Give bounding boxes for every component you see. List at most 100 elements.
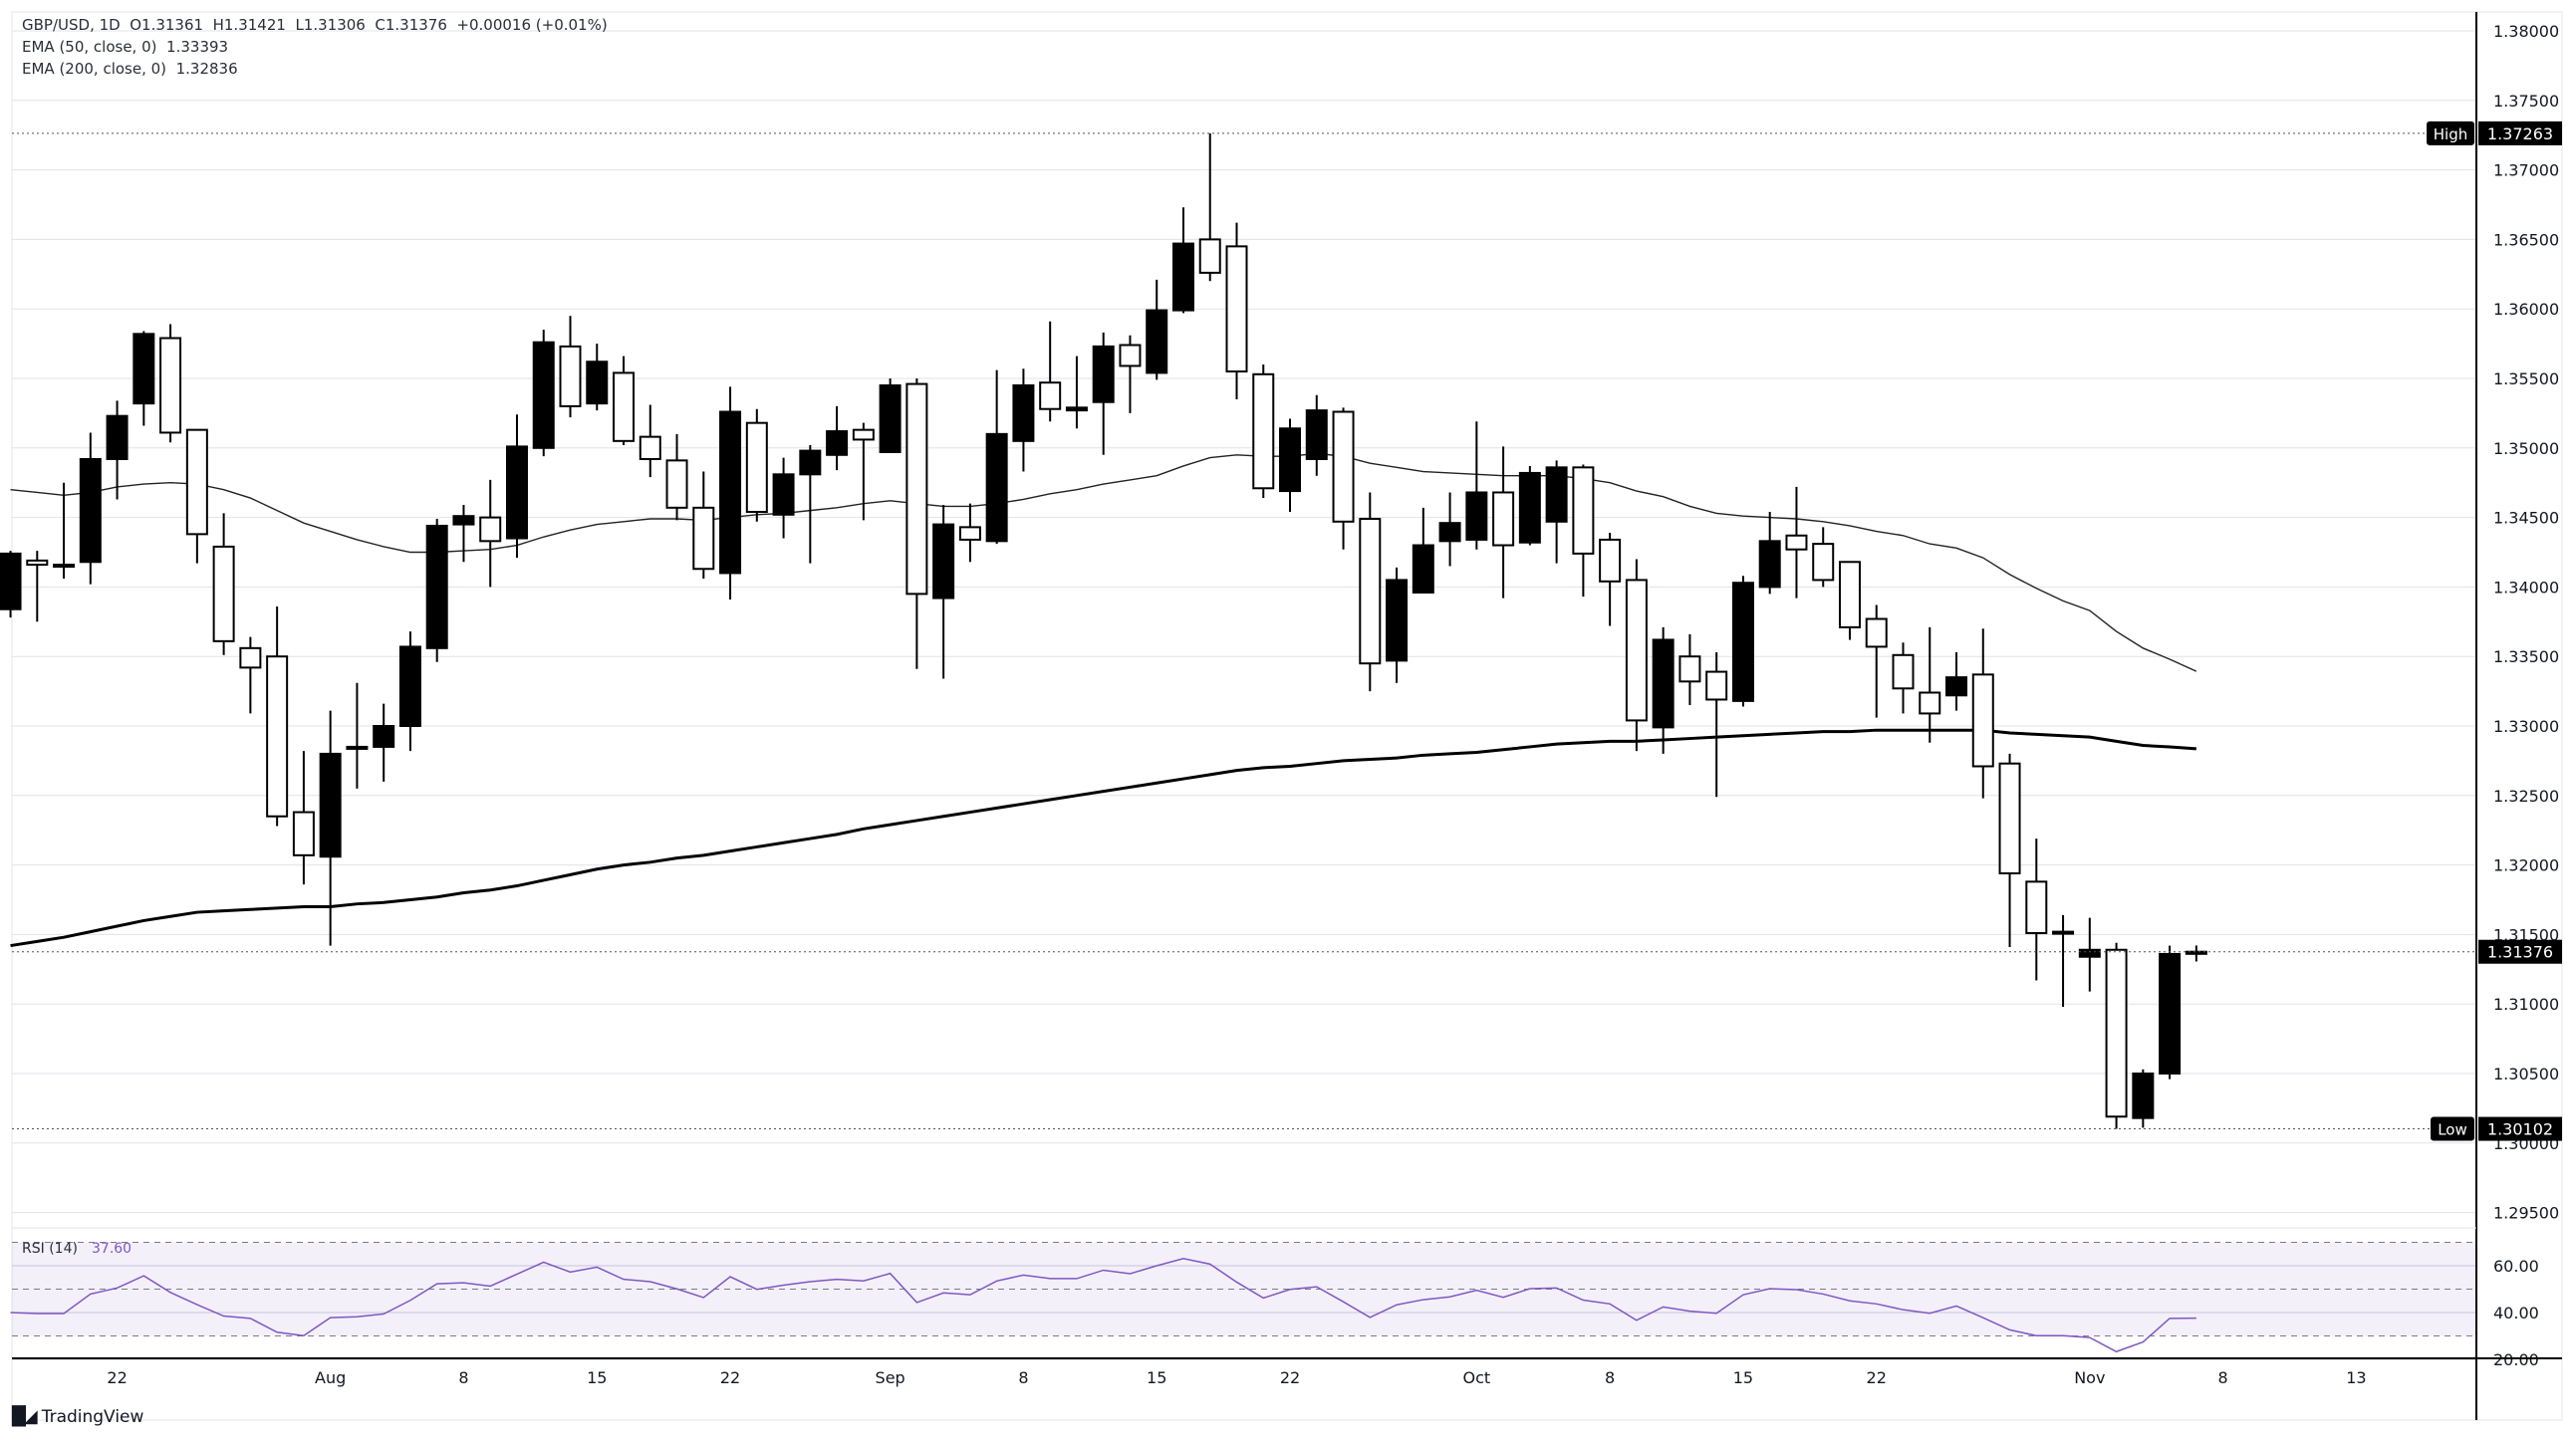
candle-body	[613, 371, 636, 442]
candle-body	[1705, 670, 1728, 701]
candle-body	[532, 341, 555, 449]
candle-body	[1785, 534, 1808, 551]
candle-body	[53, 564, 76, 569]
candle	[985, 369, 1008, 545]
candle-body	[719, 410, 742, 575]
candle-body	[132, 333, 155, 405]
candle-body	[958, 526, 981, 541]
candle	[2052, 914, 2075, 1007]
ema200-line	[10, 728, 2196, 948]
price-tick-label: 1.37500	[2493, 92, 2559, 111]
candle	[292, 751, 315, 885]
candle	[2078, 917, 2101, 992]
candle	[1252, 364, 1275, 499]
candle	[1731, 576, 1754, 707]
candle-body	[1758, 540, 1781, 589]
ema50-legend[interactable]: EMA (50, close, 0) 1.33393	[22, 38, 228, 56]
candle	[852, 422, 875, 521]
candle	[2159, 945, 2182, 1080]
time-tick-label: 22	[1280, 1368, 1300, 1387]
candle	[1971, 628, 1994, 799]
candle	[2132, 1069, 2155, 1128]
candle-body	[346, 745, 369, 750]
candle-body	[932, 523, 955, 600]
candle	[1438, 492, 1461, 567]
candle-body	[373, 725, 395, 748]
candle-body	[1465, 491, 1488, 541]
candles	[0, 132, 2207, 1129]
candle	[479, 479, 502, 588]
candle-body	[1625, 579, 1648, 722]
candle	[879, 378, 902, 453]
high-value-box	[2478, 120, 2562, 145]
candle-body	[159, 337, 182, 434]
candle-body	[1146, 309, 1168, 374]
candle-body	[665, 459, 688, 509]
candle-body	[2132, 1073, 2155, 1119]
high-label-box	[2427, 120, 2474, 145]
candle-body	[1838, 561, 1861, 628]
candle-body	[1812, 543, 1835, 582]
price-tick-label: 1.30500	[2493, 1065, 2559, 1083]
time-tick-label: 8	[2218, 1368, 2228, 1387]
candle-body	[1332, 410, 1355, 523]
candle-body	[1092, 345, 1115, 403]
rsi-tick-label: 60.00	[2493, 1257, 2539, 1276]
tradingview-logo[interactable]: █◢ TradingView	[12, 1406, 143, 1427]
candle	[772, 457, 795, 539]
price-tick-label: 1.35000	[2493, 439, 2559, 458]
symbol-ohlc-legend[interactable]: GBP/USD, 1D O1.31361 H1.31421 L1.31306 C…	[22, 16, 608, 34]
candle	[1386, 567, 1409, 683]
candle	[1012, 368, 1035, 472]
candle-body	[292, 811, 315, 856]
candle-body	[319, 752, 342, 858]
time-axis-ticks[interactable]: 22 Aug 8 15 22 Sep 8 15 22 Oct 8 15 22 Nov 8 13	[107, 1368, 2366, 1387]
candle-body	[1119, 344, 1142, 367]
candle	[532, 330, 555, 457]
candle-body	[1865, 617, 1888, 648]
candle-body	[586, 360, 609, 405]
last-price-value: 1.31376	[2487, 943, 2553, 962]
candle-body	[425, 524, 448, 649]
time-tick-label: 15	[1147, 1368, 1166, 1387]
candle	[613, 356, 636, 446]
candle-body	[1412, 544, 1434, 594]
candle	[2025, 839, 2048, 981]
candle	[26, 551, 49, 622]
candle	[319, 710, 342, 946]
brand-name: TradingView	[41, 1406, 144, 1427]
candle	[905, 378, 928, 669]
candle	[932, 505, 955, 679]
candle	[1359, 492, 1382, 692]
price-tick-label: 1.29500	[2493, 1204, 2559, 1223]
candle-body	[212, 545, 235, 642]
candle-body	[852, 428, 875, 441]
candle-body	[1518, 471, 1541, 544]
rsi-value: 37.60	[92, 1241, 131, 1257]
ema200-legend[interactable]: EMA (200, close, 0) 1.32836	[22, 60, 238, 78]
candle	[79, 432, 102, 585]
candle-body	[1225, 245, 1248, 373]
candle-body	[185, 428, 208, 536]
time-tick-label: 13	[2346, 1368, 2366, 1387]
candle	[1625, 559, 1648, 752]
candle	[1785, 486, 1808, 599]
low-marker: Low 1.30102	[12, 1116, 2562, 1141]
candle-body	[1171, 242, 1194, 312]
candle	[1758, 512, 1781, 595]
price-tick-label: 1.37000	[2493, 161, 2559, 180]
candle-body	[2025, 880, 2048, 935]
rsi-polyline	[10, 1257, 2196, 1353]
price-tick-label: 1.33500	[2493, 647, 2559, 666]
candle	[1065, 356, 1088, 429]
candle-body	[1998, 762, 2021, 874]
candle	[1092, 332, 1115, 455]
price-tick-label: 1.35500	[2493, 369, 2559, 388]
price-axis-ticks[interactable]: 1.38000 1.37500 1.37000 1.36500 1.36000 1.355…	[2493, 22, 2559, 1223]
candle-body	[1652, 638, 1674, 729]
candle	[1572, 464, 1595, 598]
price-tick-label: 1.33000	[2493, 717, 2559, 736]
candle	[106, 400, 129, 500]
candle	[719, 386, 742, 600]
